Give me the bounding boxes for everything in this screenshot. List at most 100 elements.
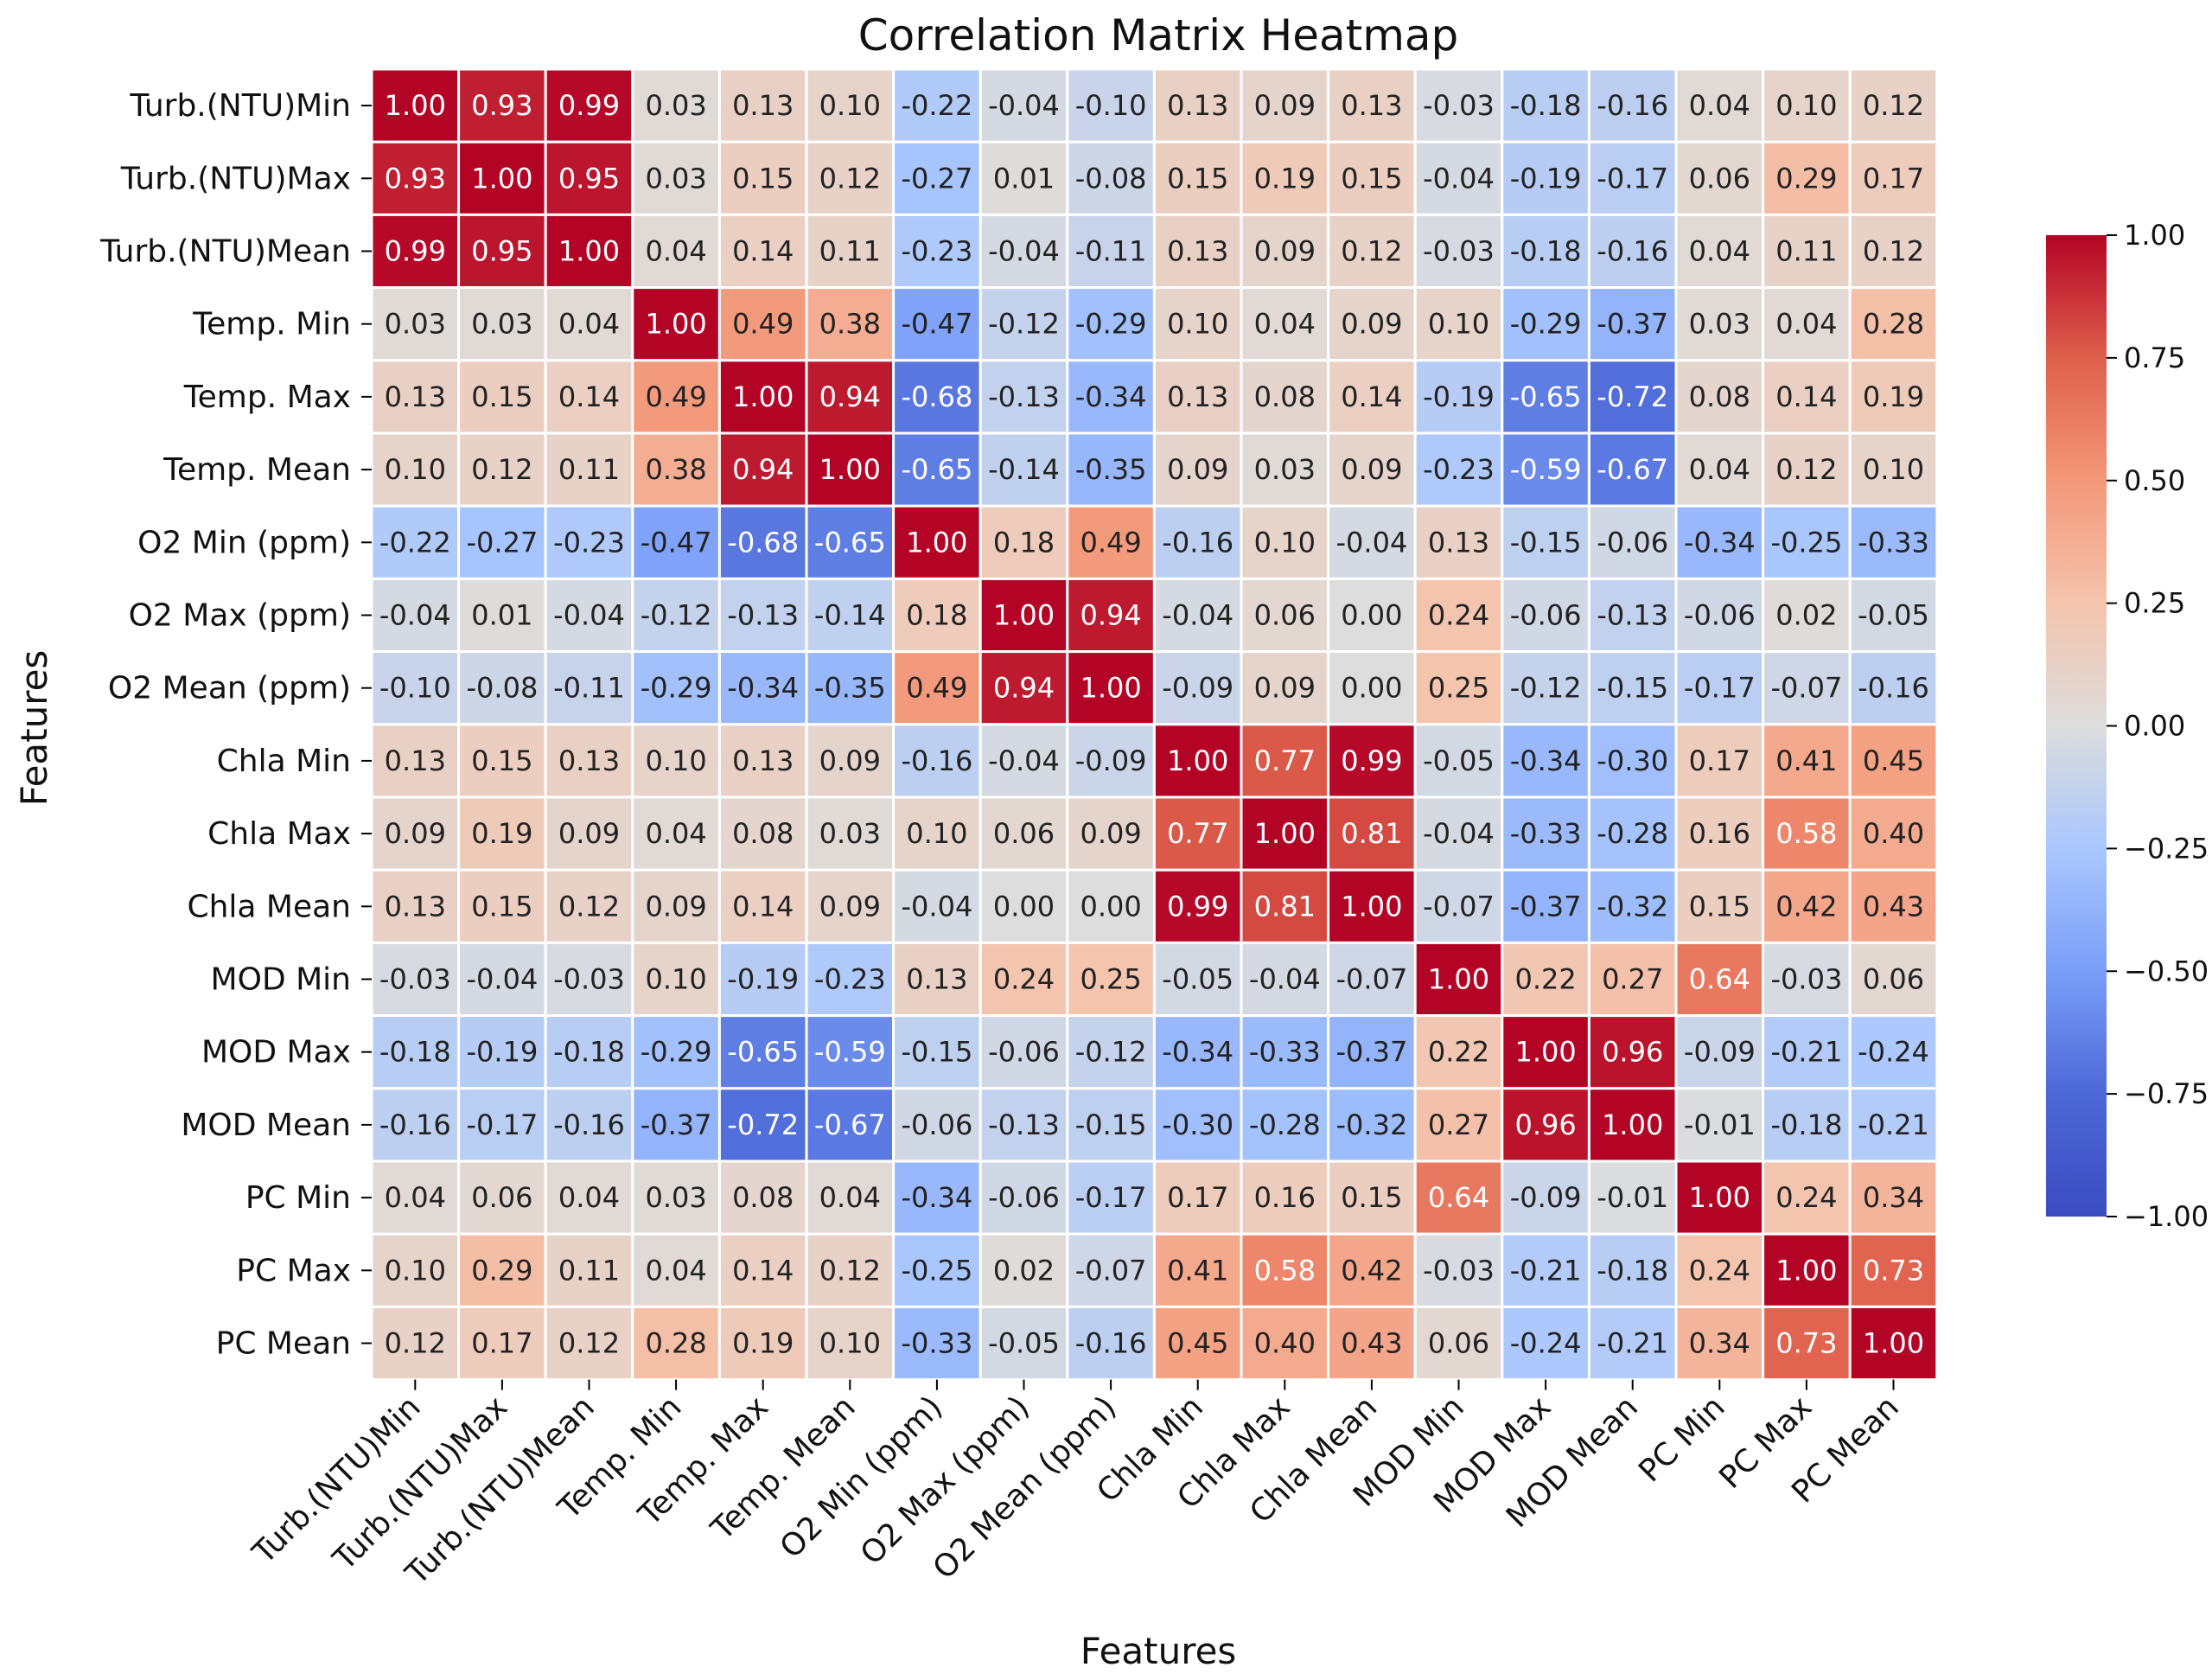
- y-tick-label: Chla Mean: [187, 889, 351, 924]
- heatmap-cell-value: 0.99: [558, 89, 620, 122]
- colorbar-tick-label: 0.00: [2124, 710, 2185, 743]
- heatmap-cell-value: -0.30: [1597, 744, 1668, 777]
- heatmap-cell-value: 0.04: [385, 1181, 446, 1214]
- heatmap-cell: [979, 1305, 1069, 1382]
- heatmap-cell: [805, 67, 896, 144]
- heatmap-cell: [1587, 286, 1678, 362]
- heatmap-cell-value: 0.00: [1341, 672, 1402, 705]
- heatmap-cell-value: 0.14: [732, 235, 794, 268]
- heatmap-cell-value: 1.00: [732, 380, 794, 413]
- heatmap-cell: [1327, 213, 1417, 290]
- heatmap-cell-value: 0.12: [1775, 453, 1837, 486]
- heatmap-cell: [1762, 1232, 1852, 1308]
- heatmap-cell-value: -0.01: [1684, 1108, 1756, 1141]
- heatmap-cell: [717, 1014, 808, 1090]
- heatmap-cell-value: -0.19: [467, 1036, 539, 1069]
- heatmap-cell-value: 0.04: [1775, 308, 1837, 341]
- heatmap-cell-value: -0.29: [641, 672, 712, 705]
- heatmap-cell-value: -0.37: [1510, 890, 1582, 923]
- heatmap-cell-value: -0.06: [1510, 599, 1582, 632]
- heatmap-cell-value: 0.94: [1080, 599, 1141, 632]
- heatmap-cell-value: 0.11: [558, 453, 620, 486]
- heatmap-cell-value: -0.47: [641, 526, 712, 559]
- heatmap-cell-value: 0.13: [732, 744, 794, 777]
- heatmap-cell-value: -0.04: [1249, 963, 1321, 996]
- heatmap-cell: [1327, 286, 1417, 362]
- heatmap-cell-value: 0.93: [471, 89, 532, 122]
- heatmap-cell: [805, 359, 896, 435]
- heatmap-cell-value: 0.00: [1080, 890, 1141, 923]
- heatmap-cell-value: 0.19: [732, 1327, 794, 1360]
- heatmap-cell-value: -0.03: [553, 963, 625, 996]
- heatmap-cell-value: -0.15: [902, 1036, 973, 1069]
- heatmap-cell: [1066, 795, 1156, 872]
- heatmap-cell-value: 0.12: [558, 1327, 620, 1360]
- heatmap-cell: [979, 1232, 1069, 1308]
- heatmap-cell-value: -0.59: [814, 1036, 886, 1069]
- heatmap-cell-value: -0.05: [988, 1327, 1060, 1360]
- heatmap-cell-value: 0.28: [645, 1327, 706, 1360]
- heatmap-cell: [1413, 431, 1504, 508]
- heatmap-cell: [1501, 286, 1590, 362]
- heatmap-cell-value: 0.03: [645, 1181, 706, 1214]
- heatmap-cell: [370, 795, 461, 872]
- heatmap-cell-value: -0.13: [988, 380, 1060, 413]
- heatmap-cell-value: 0.16: [1689, 817, 1750, 850]
- heatmap-cell-value: 0.58: [1775, 817, 1837, 850]
- heatmap-cell-value: 0.99: [1341, 744, 1402, 777]
- heatmap-cell: [1848, 1159, 1939, 1236]
- heatmap-cell-value: -0.05: [1423, 744, 1495, 777]
- heatmap-cell-value: -0.03: [1771, 963, 1843, 996]
- heatmap-cell: [1501, 431, 1590, 508]
- heatmap-cell-value: 0.42: [1775, 890, 1837, 923]
- heatmap-cell-value: -0.06: [1597, 526, 1668, 559]
- heatmap-cell-value: 0.08: [1689, 380, 1750, 413]
- colorbar-tick-label: 0.25: [2124, 587, 2185, 620]
- heatmap-cell-value: 0.11: [1775, 235, 1837, 268]
- heatmap-cell-value: -0.09: [1510, 1181, 1582, 1214]
- heatmap-cell-value: 0.24: [1428, 599, 1489, 632]
- heatmap-cell-value: 0.13: [385, 890, 446, 923]
- heatmap-cell-value: -0.29: [1075, 308, 1147, 341]
- heatmap-cell: [717, 941, 808, 1018]
- heatmap-cell-value: 0.18: [906, 599, 967, 632]
- heatmap-cell: [1413, 795, 1504, 872]
- heatmap-cell-value: -0.04: [1162, 599, 1233, 632]
- heatmap-cell: [1587, 1232, 1678, 1308]
- heatmap-cell-value: 0.64: [1689, 963, 1750, 996]
- heatmap-cell: [631, 1087, 721, 1163]
- heatmap-cell-value: 0.10: [645, 744, 706, 777]
- heatmap-cell-value: -0.18: [1771, 1108, 1843, 1141]
- heatmap-cell: [1327, 1305, 1417, 1382]
- heatmap-cell: [805, 213, 896, 290]
- heatmap-cell-value: 0.73: [1775, 1327, 1837, 1360]
- heatmap-cell: [1413, 1087, 1504, 1163]
- heatmap-cell-value: 0.25: [1428, 672, 1489, 705]
- heatmap-cell: [1762, 723, 1852, 799]
- heatmap-cell-value: 0.16: [1254, 1181, 1316, 1214]
- heatmap-cell-value: -0.07: [1771, 672, 1843, 705]
- heatmap-cell: [1501, 868, 1590, 944]
- heatmap-cell-value: 1.00: [1775, 1254, 1837, 1287]
- heatmap-cell: [1152, 1305, 1243, 1382]
- heatmap-cell-value: 0.04: [558, 308, 620, 341]
- heatmap-cell: [1762, 1014, 1852, 1090]
- heatmap-cell-value: 0.13: [385, 380, 446, 413]
- heatmap-cell-value: 0.49: [645, 380, 706, 413]
- heatmap-cell: [1501, 1232, 1590, 1308]
- heatmap-cell-value: 0.04: [1254, 308, 1316, 341]
- heatmap-cell-value: 0.14: [558, 380, 620, 413]
- heatmap-cell-value: -0.68: [727, 526, 799, 559]
- heatmap-cell-value: -0.19: [727, 963, 799, 996]
- heatmap-cell: [1327, 1232, 1417, 1308]
- heatmap-cell-value: -0.34: [1162, 1036, 1233, 1069]
- heatmap-cell-value: 0.22: [1428, 1036, 1489, 1069]
- heatmap-cell-value: -0.14: [988, 453, 1060, 486]
- heatmap-cell: [1674, 650, 1765, 726]
- heatmap-cell-value: -0.22: [902, 89, 973, 122]
- heatmap-cell-value: 0.28: [1863, 308, 1924, 341]
- heatmap-cell: [1848, 868, 1939, 944]
- heatmap-cell-value: 1.00: [906, 526, 967, 559]
- heatmap-cell-value: 0.04: [558, 1181, 620, 1214]
- heatmap-cell: [1066, 1305, 1156, 1382]
